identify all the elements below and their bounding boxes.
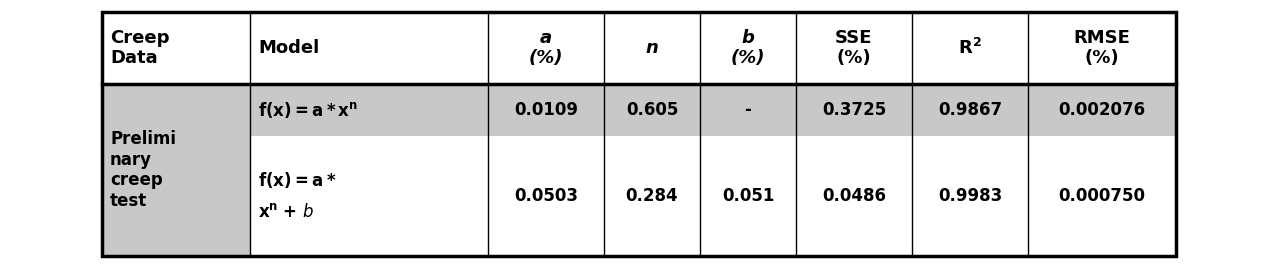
Text: 0.0503: 0.0503 — [514, 187, 578, 205]
Text: 0.051: 0.051 — [722, 187, 774, 205]
Text: a
(%): a (%) — [529, 29, 564, 67]
Text: Creep
Data: Creep Data — [110, 29, 170, 67]
Text: 0.002076: 0.002076 — [1058, 101, 1145, 119]
Text: $\mathbf{R}^\mathbf{2}$: $\mathbf{R}^\mathbf{2}$ — [958, 38, 982, 58]
Text: -: - — [745, 101, 751, 119]
Bar — [102, 136, 1176, 256]
Text: SSE
(%): SSE (%) — [836, 29, 873, 67]
Bar — [102, 12, 1176, 84]
Text: $\mathbf{f(x) = a * x^n}$: $\mathbf{f(x) = a * x^n}$ — [258, 100, 358, 120]
Text: n: n — [645, 39, 658, 57]
Text: 0.9867: 0.9867 — [938, 101, 1002, 119]
Text: 0.9983: 0.9983 — [938, 187, 1002, 205]
Text: $\mathbf{x^n}$ $\mathbf{+}$ $\mathit{b}$: $\mathbf{x^n}$ $\mathbf{+}$ $\mathit{b}$ — [258, 203, 314, 221]
Bar — [102, 84, 250, 256]
Text: Model: Model — [258, 39, 320, 57]
Text: RMSE
(%): RMSE (%) — [1074, 29, 1131, 67]
Text: 0.3725: 0.3725 — [822, 101, 886, 119]
Bar — [102, 12, 1176, 256]
Text: 0.605: 0.605 — [626, 101, 679, 119]
Text: 0.0486: 0.0486 — [822, 187, 886, 205]
Text: 0.284: 0.284 — [626, 187, 679, 205]
Bar — [102, 84, 1176, 136]
Text: b
(%): b (%) — [731, 29, 766, 67]
Text: $\mathbf{f(x) = a *}$: $\mathbf{f(x) = a *}$ — [258, 170, 336, 190]
Text: Prelimi
nary
creep
test: Prelimi nary creep test — [110, 130, 176, 210]
Text: 0.0109: 0.0109 — [514, 101, 578, 119]
Text: 0.000750: 0.000750 — [1058, 187, 1145, 205]
